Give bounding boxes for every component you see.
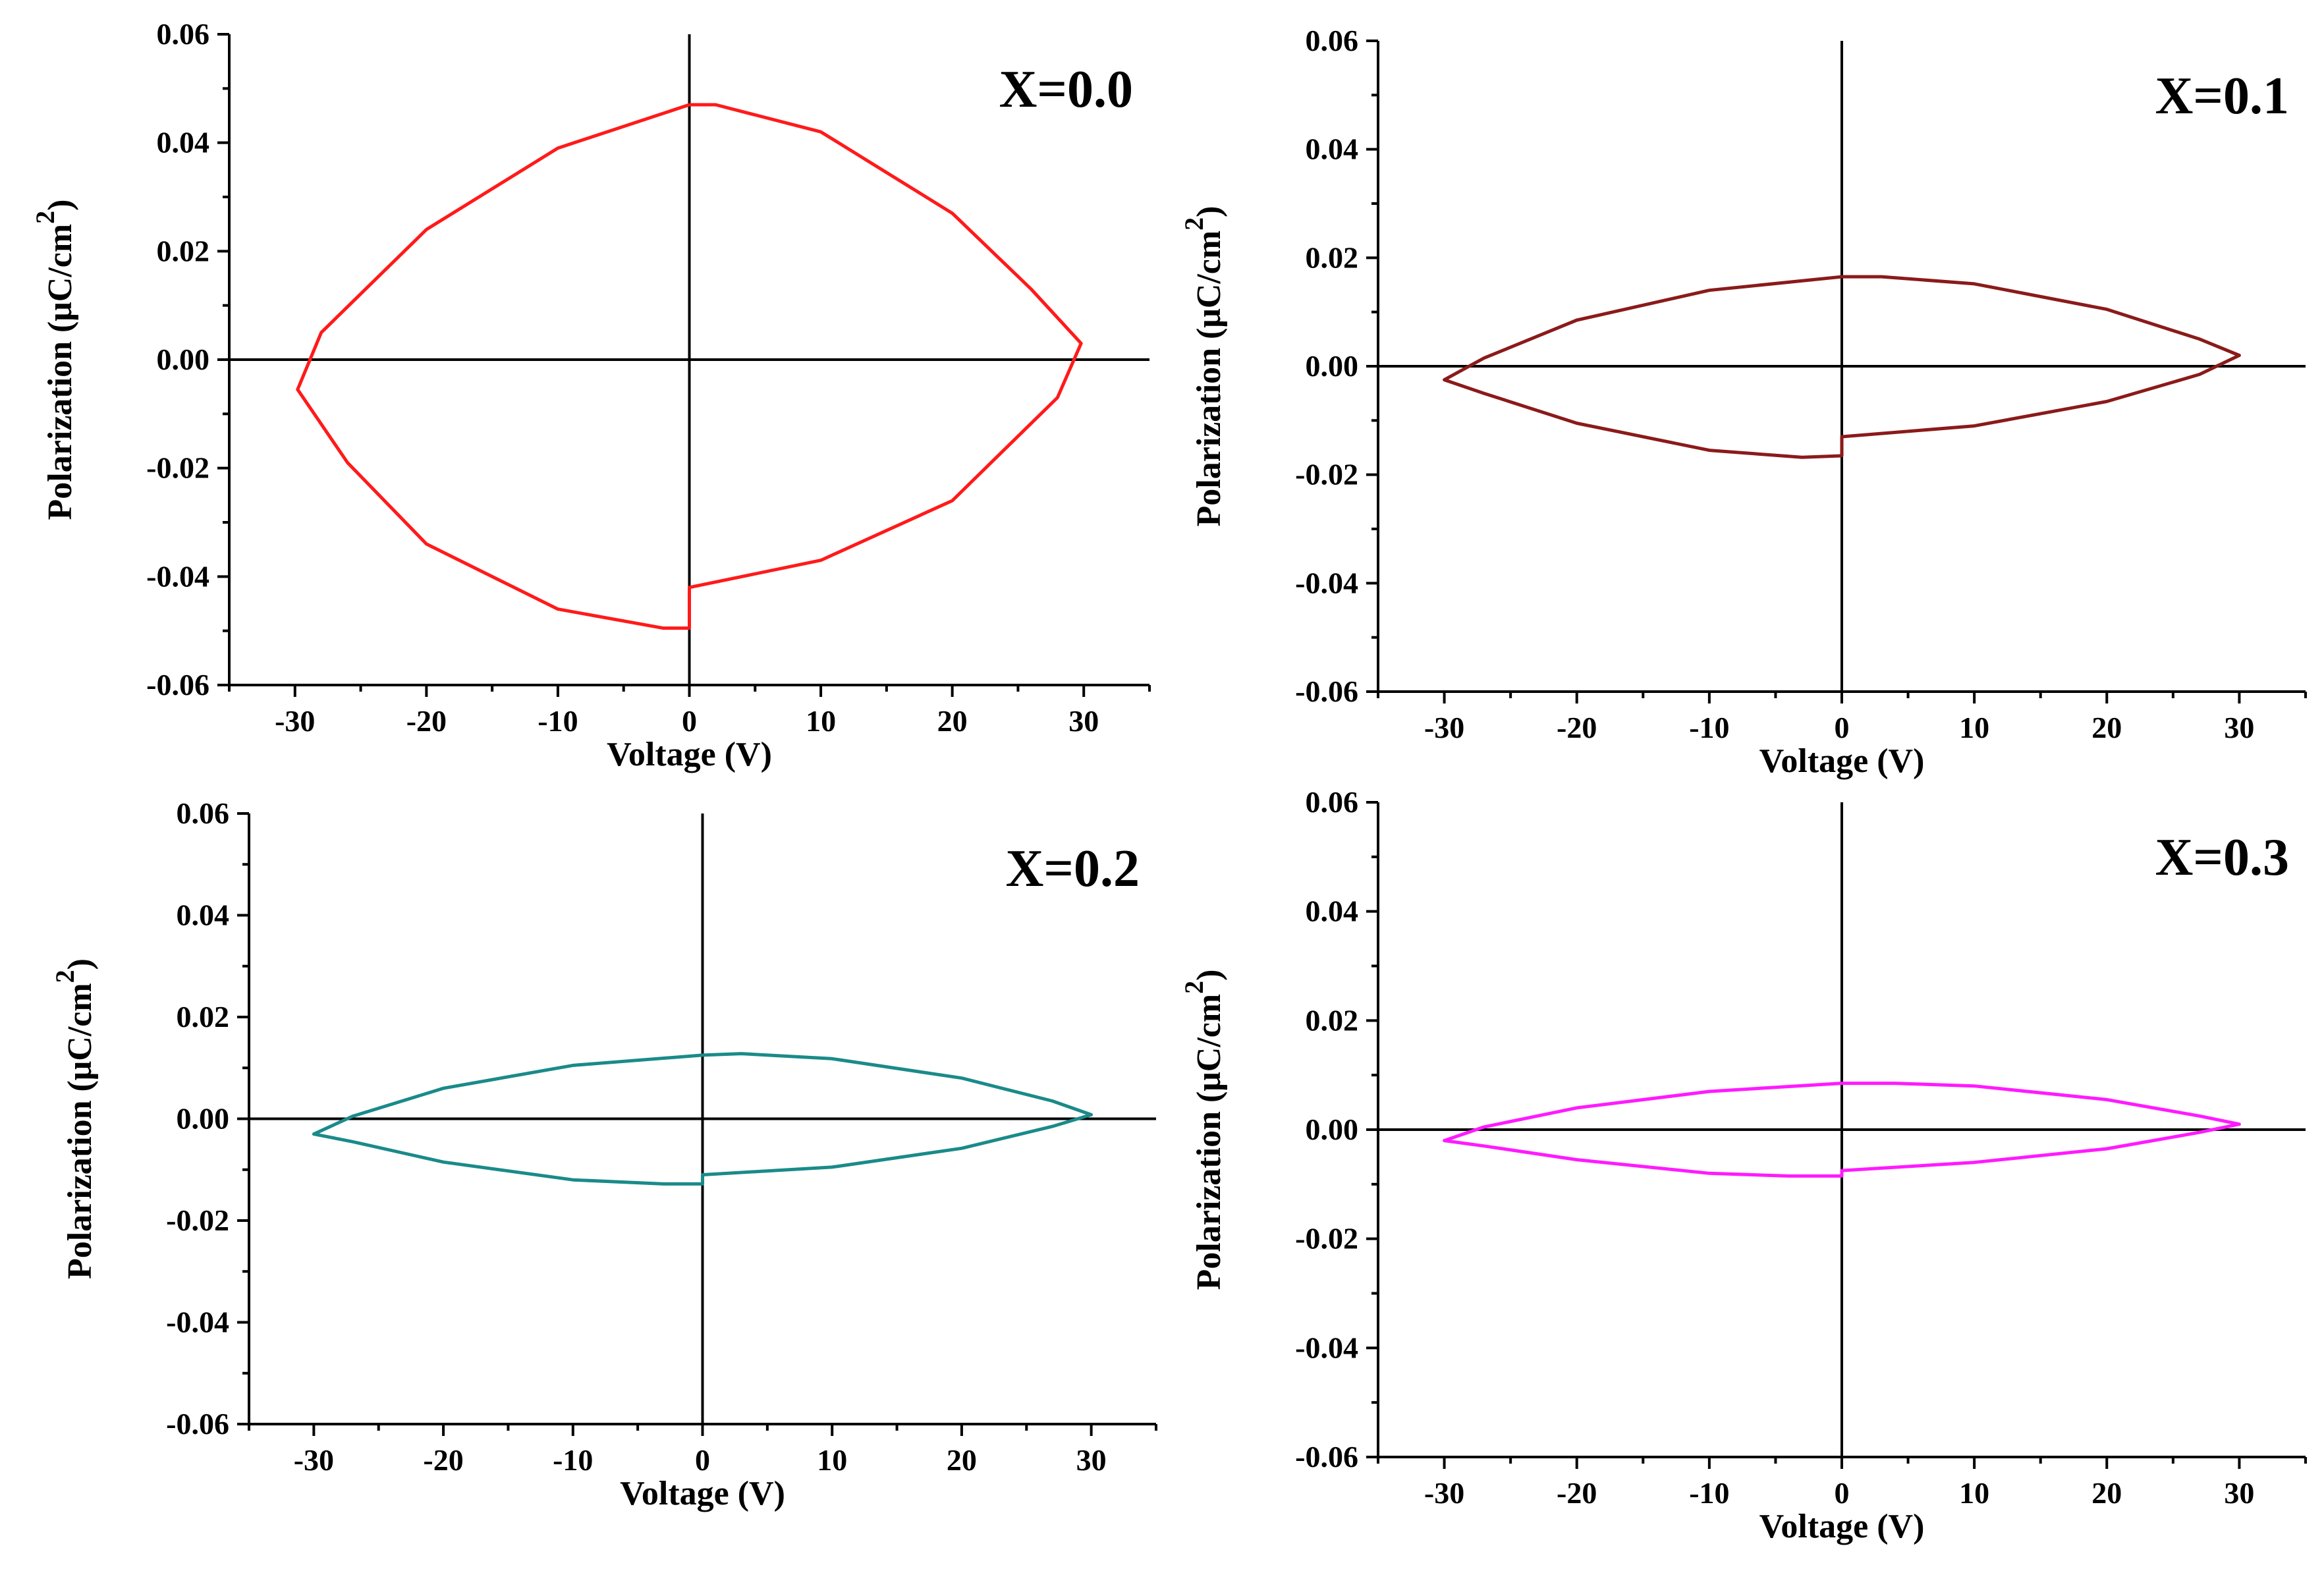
x-tick-label: 20 — [2091, 1476, 2122, 1510]
x-tick-label: -30 — [1424, 1476, 1464, 1510]
panel-label: X=0.3 — [2155, 829, 2289, 887]
y-tick-label: -0.02 — [1295, 458, 1358, 491]
y-tick-label: 0.06 — [157, 17, 210, 51]
x-tick-label: -30 — [1424, 711, 1464, 744]
panel-label: X=0.0 — [999, 61, 1133, 119]
x-tick-label: 20 — [947, 1443, 977, 1477]
x-tick-label: 0 — [695, 1443, 710, 1477]
y-tick-label: 0.06 — [177, 796, 230, 830]
y-tick-label: -0.02 — [166, 1203, 229, 1237]
y-tick-label: -0.02 — [1295, 1222, 1358, 1255]
panel-3: -30 -20 -10 0 10 20 30 0.06 0.04 0.02 0.00 -0.02 -0.… — [50, 796, 1157, 1512]
y-tick-label: -0.06 — [1295, 674, 1358, 708]
y-tick-label: 0.02 — [157, 234, 210, 267]
y-tick-label: 0.02 — [1306, 1003, 1359, 1037]
x-tick-label: 20 — [937, 704, 968, 738]
panel-1: -30 -20 -10 0 10 20 30 0.06 0.04 0.02 0.00 -0.02 -0.… — [30, 17, 1151, 773]
y-axis-title: Polarization (μC/cm2) — [1179, 206, 1228, 526]
y-tick-label: 0.04 — [1306, 895, 1359, 928]
x-tick-label: -20 — [1557, 711, 1597, 744]
x-tick-label: 20 — [2091, 711, 2122, 744]
y-tick-label: -0.06 — [146, 668, 209, 702]
hysteresis-loop-line — [1443, 275, 2241, 459]
panel-2: -30 -20 -10 0 10 20 30 0.06 0.04 0.02 0.00 -0.02 -0.… — [1179, 24, 2307, 780]
panel-label: X=0.1 — [2155, 67, 2289, 125]
x-tick-label: -10 — [1689, 711, 1729, 744]
x-axis-title: Voltage (V) — [620, 1475, 785, 1512]
x-axis-title: Voltage (V) — [1759, 1508, 1925, 1545]
x-tick-label: 0 — [682, 704, 697, 738]
x-tick-label: -10 — [553, 1443, 593, 1477]
x-tick-label: -10 — [1689, 1476, 1729, 1510]
x-tick-label: -20 — [423, 1443, 463, 1477]
y-tick-label: 0.04 — [1306, 132, 1359, 166]
y-tick-label: 0.00 — [1306, 349, 1359, 383]
x-tick-label: 30 — [2224, 1476, 2254, 1510]
x-tick-label: 30 — [1076, 1443, 1107, 1477]
y-tick-label: 0.04 — [157, 126, 210, 159]
y-tick-label: 0.00 — [157, 343, 210, 376]
x-tick-label: 10 — [1959, 711, 1989, 744]
x-tick-label: 30 — [1068, 704, 1099, 738]
y-tick-label: 0.02 — [177, 1000, 230, 1033]
y-tick-label: 0.06 — [1306, 785, 1359, 819]
x-tick-label: -10 — [538, 704, 578, 738]
y-tick-label: -0.04 — [166, 1306, 229, 1339]
y-axis-title: Polarization (μC/cm2) — [50, 958, 99, 1279]
x-tick-label: -20 — [406, 704, 447, 738]
y-tick-label: 0.06 — [1306, 24, 1359, 57]
y-tick-label: -0.04 — [1295, 1331, 1358, 1364]
panel-label: X=0.2 — [1006, 840, 1140, 898]
x-tick-label: 10 — [817, 1443, 847, 1477]
y-axis-title: Polarization (μC/cm2) — [1179, 969, 1228, 1290]
x-tick-label: 30 — [2224, 711, 2254, 744]
hysteresis-loop-line — [296, 103, 1083, 630]
x-axis-title: Voltage (V) — [607, 736, 772, 773]
x-tick-label: 0 — [1835, 1476, 1850, 1510]
x-tick-label: -20 — [1557, 1476, 1597, 1510]
x-tick-label: 10 — [806, 704, 836, 738]
y-axis-title: Polarization (μC/cm2) — [30, 199, 79, 520]
x-tick-label: 10 — [1959, 1476, 1989, 1510]
hysteresis-loop-line — [312, 1052, 1093, 1186]
y-tick-label: -0.02 — [146, 451, 209, 485]
y-tick-label: -0.04 — [1295, 566, 1358, 599]
y-tick-label: 0.00 — [177, 1102, 230, 1136]
x-axis-title: Voltage (V) — [1759, 742, 1925, 780]
y-tick-label: 0.02 — [1306, 240, 1359, 274]
x-tick-label: -30 — [275, 704, 315, 738]
x-tick-label: 0 — [1835, 711, 1850, 744]
x-tick-label: -30 — [294, 1443, 334, 1477]
y-tick-label: -0.06 — [166, 1407, 229, 1441]
y-tick-label: 0.04 — [177, 898, 230, 932]
hysteresis-loop-line — [1443, 1082, 2241, 1178]
y-tick-label: -0.06 — [1295, 1440, 1358, 1473]
y-tick-label: -0.04 — [146, 559, 209, 593]
y-tick-label: 0.00 — [1306, 1113, 1359, 1146]
panel-4: -30 -20 -10 0 10 20 30 0.06 0.04 0.02 0.00 -0.02 -0.… — [1179, 785, 2307, 1545]
